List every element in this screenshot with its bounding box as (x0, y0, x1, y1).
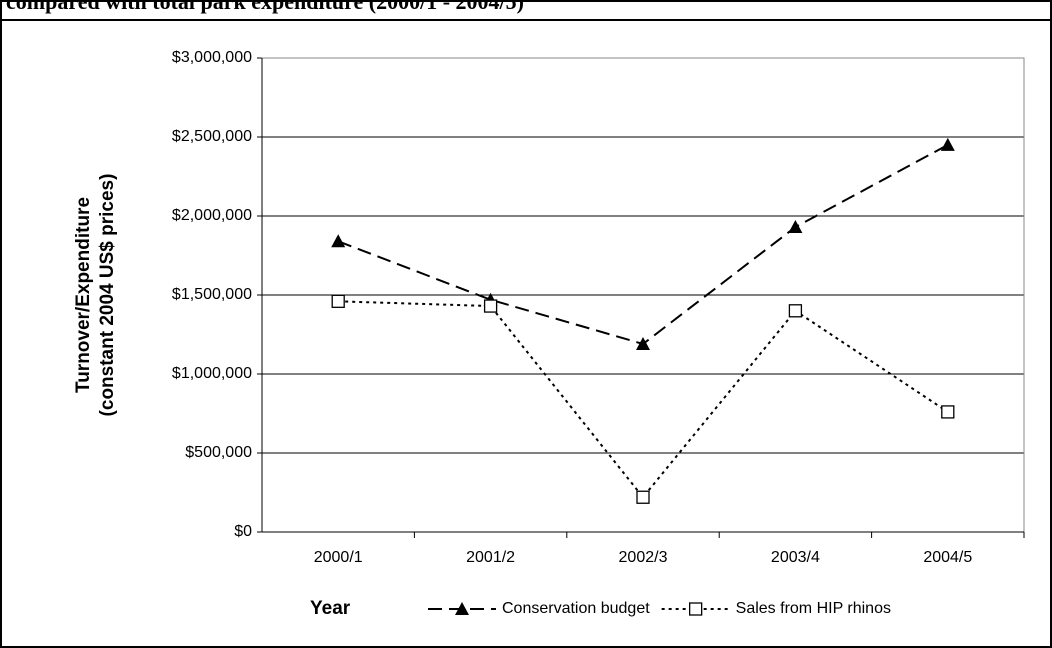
y-tick-label: $1,500,000 (172, 286, 252, 303)
x-tick-label: 2000/1 (314, 549, 363, 566)
marker (788, 220, 803, 234)
y-tick-label: $0 (234, 523, 252, 540)
y-tick-label: $500,000 (185, 444, 252, 461)
marker (636, 336, 650, 350)
marker (331, 294, 345, 308)
x-tick-label: 2003/4 (771, 549, 820, 566)
y-tick-label: $1,000,000 (172, 365, 252, 382)
x-axis-label: Year (310, 598, 351, 619)
marker (483, 299, 498, 313)
legend-marker (689, 602, 703, 616)
legend-label: Conservation budget (502, 600, 650, 617)
chart-title: compared with total park expenditure (20… (6, 0, 524, 14)
marker (940, 137, 955, 151)
legend-marker (455, 602, 469, 615)
y-tick-label: $2,500,000 (172, 128, 252, 145)
legend-label: Sales from HIP rhinos (736, 600, 891, 617)
x-tick-label: 2004/5 (923, 549, 972, 566)
marker (331, 234, 346, 248)
marker (788, 304, 803, 318)
x-tick-label: 2002/3 (619, 549, 668, 566)
y-axis-label: (constant 2004 US$ prices) (97, 174, 118, 417)
y-tick-label: $3,000,000 (172, 49, 252, 66)
y-tick-label: $2,000,000 (172, 207, 252, 224)
y-axis-label: Turnover/Expenditure (73, 197, 94, 393)
marker (636, 490, 650, 504)
marker (941, 405, 955, 419)
x-tick-label: 2001/2 (466, 549, 515, 566)
